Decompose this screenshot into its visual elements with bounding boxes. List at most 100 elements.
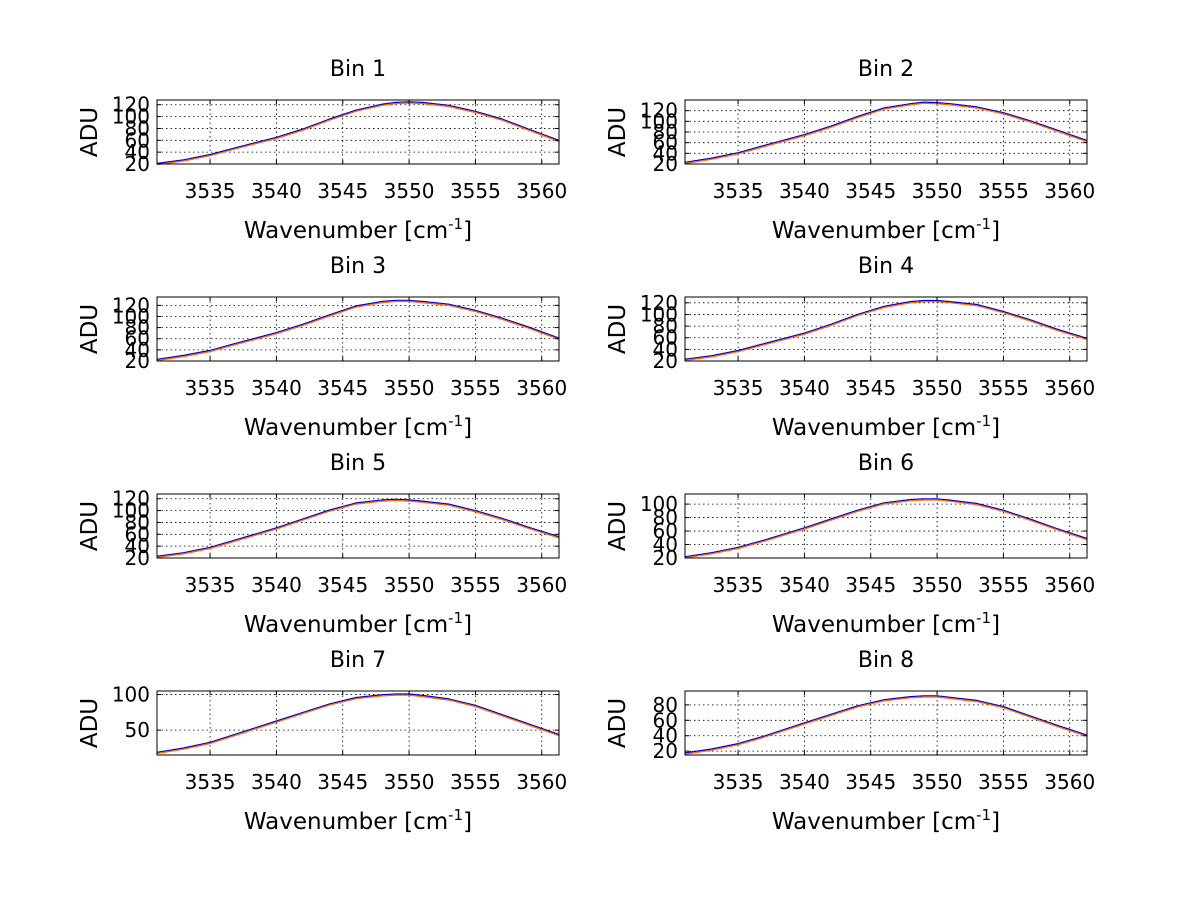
- y-tick-label: 20: [653, 739, 678, 763]
- series-line-1: [156, 299, 560, 360]
- x-tick-label: 3560: [1044, 770, 1095, 794]
- panel-title: Bin 7: [330, 648, 386, 673]
- x-axis-label-superscript: -1: [448, 609, 463, 627]
- series-line-1: [684, 299, 1088, 360]
- x-axis-label: Wavenumber [cm-1]: [244, 215, 472, 244]
- series-line-2: [156, 102, 560, 166]
- y-tick-label: 60: [653, 326, 678, 350]
- x-tick-label: 3555: [450, 179, 501, 203]
- x-axis-label-superscript: -1: [448, 215, 463, 233]
- y-tick-label: 100: [640, 492, 678, 516]
- y-tick-label: 60: [653, 708, 678, 732]
- ticks: [157, 494, 559, 559]
- x-tick-label: 3535: [713, 179, 764, 203]
- panel-title: Bin 1: [330, 57, 386, 82]
- y-tick-label: 20: [653, 349, 678, 373]
- ticks: [157, 100, 559, 165]
- y-tick-label: 80: [653, 693, 678, 717]
- x-tick-label: 3545: [845, 770, 896, 794]
- x-axis-label-main: Wavenumber [cm: [244, 809, 448, 835]
- series-line-1: [156, 498, 560, 557]
- x-tick-label: 3540: [251, 770, 302, 794]
- ticks: [685, 100, 1087, 165]
- y-axis-label: ADU: [605, 107, 631, 157]
- x-tick-label: 3555: [450, 573, 501, 597]
- y-tick-label: 60: [125, 327, 150, 351]
- panel-title: Bin 6: [858, 451, 914, 476]
- y-tick-label: 80: [653, 506, 678, 530]
- x-axis-label-superscript: -1: [976, 806, 991, 824]
- x-axis-label-close: ]: [463, 218, 472, 244]
- x-tick-label: 3540: [779, 376, 830, 400]
- y-tick-label: 120: [112, 487, 150, 511]
- y-tick-label: 40: [653, 533, 678, 557]
- series-line-1: [684, 695, 1088, 754]
- x-axis-label-close: ]: [991, 612, 1000, 638]
- y-tick-label: 20: [125, 152, 150, 176]
- y-tick-label: 100: [640, 109, 678, 133]
- y-axis-label: ADU: [605, 501, 631, 551]
- panel-title: Bin 5: [330, 451, 386, 476]
- ticks: [157, 297, 559, 362]
- ticks: [685, 691, 1087, 755]
- x-tick-label: 3555: [978, 179, 1029, 203]
- panel-title: Bin 2: [858, 57, 914, 82]
- x-axis-label-close: ]: [463, 809, 472, 835]
- gridlines: [157, 100, 559, 165]
- x-axis-label-main: Wavenumber [cm: [772, 415, 976, 441]
- x-axis-label-close: ]: [991, 415, 1000, 441]
- panel-title: Bin 8: [858, 648, 914, 673]
- y-tick-label: 100: [112, 304, 150, 328]
- y-tick-label: 40: [653, 724, 678, 748]
- y-tick-label: 120: [112, 93, 150, 117]
- y-tick-label: 100: [112, 105, 150, 129]
- series-line-1: [156, 693, 560, 753]
- panels: 3535 3540 3545 3550 3555 356020406080100120Bi…: [77, 57, 1095, 835]
- x-axis-label-close: ]: [463, 415, 472, 441]
- ticks: [157, 691, 559, 755]
- x-tick-label: 3560: [1044, 573, 1095, 597]
- series-line-1: [684, 101, 1088, 163]
- ticks: [685, 297, 1087, 362]
- y-axis-label: ADU: [77, 501, 103, 551]
- gridlines: [685, 100, 1087, 165]
- x-tick-label: 3550: [384, 770, 435, 794]
- y-axis-label: ADU: [605, 304, 631, 354]
- series-line-2: [156, 499, 560, 558]
- y-tick-label: 20: [125, 546, 150, 570]
- gridlines: [685, 494, 1087, 559]
- axes-box: [156, 296, 560, 362]
- x-tick-label: 3540: [251, 179, 302, 203]
- x-tick-label: 3550: [912, 179, 963, 203]
- x-tick-label: 3555: [450, 376, 501, 400]
- x-tick-label: 3550: [384, 573, 435, 597]
- x-tick-label: 3545: [317, 573, 368, 597]
- axes-box: [684, 493, 1088, 559]
- gridlines: [157, 297, 559, 362]
- series-line-2: [684, 696, 1088, 755]
- x-axis-label-main: Wavenumber [cm: [772, 612, 976, 638]
- x-tick-label: 3545: [845, 376, 896, 400]
- x-axis-label-superscript: -1: [448, 412, 463, 430]
- y-tick-label: 40: [125, 534, 150, 558]
- x-tick-label: 3535: [185, 376, 236, 400]
- x-tick-label: 3535: [185, 179, 236, 203]
- panel-title: Bin 4: [858, 254, 914, 279]
- panel-title: Bin 3: [330, 254, 386, 279]
- x-tick-label: 3555: [978, 573, 1029, 597]
- y-tick-label: 20: [653, 546, 678, 570]
- y-tick-label: 60: [125, 128, 150, 152]
- x-tick-label: 3560: [516, 573, 567, 597]
- gridlines: [157, 691, 559, 755]
- y-tick-label: 100: [640, 302, 678, 326]
- x-axis-label-main: Wavenumber [cm: [244, 218, 448, 244]
- y-tick-label: 60: [653, 519, 678, 543]
- x-tick-label: 3555: [978, 770, 1029, 794]
